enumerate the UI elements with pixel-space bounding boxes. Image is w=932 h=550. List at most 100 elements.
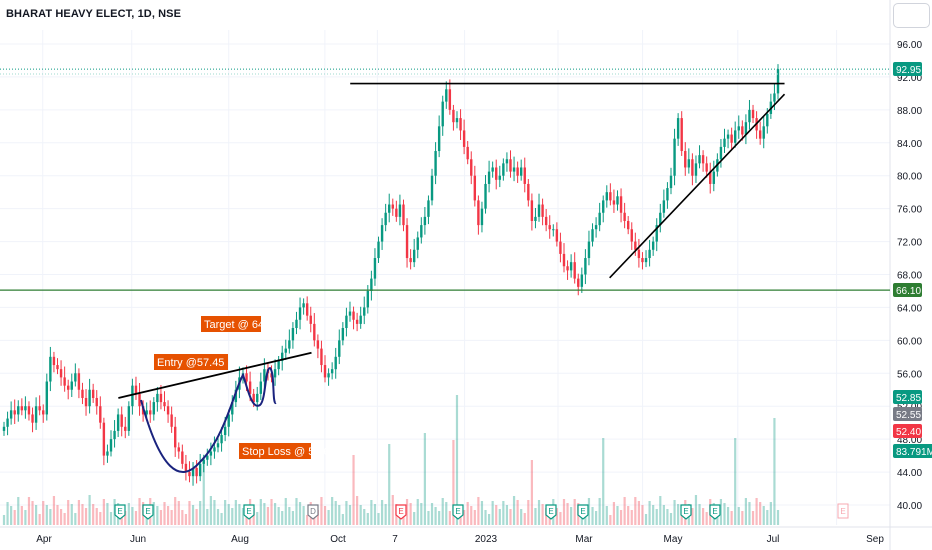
volume-bar xyxy=(138,498,141,525)
candle-body xyxy=(445,89,448,102)
event-marker-shape xyxy=(114,504,126,520)
candle-body xyxy=(9,410,13,419)
event-marker-label: D xyxy=(310,507,316,516)
volume-bar xyxy=(726,507,730,525)
event-marker-label: E xyxy=(246,507,251,516)
volume-bar xyxy=(152,502,155,525)
price-tag-box xyxy=(893,390,922,404)
candle-body xyxy=(409,258,412,263)
candle-body xyxy=(687,159,691,168)
volume-bar xyxy=(356,496,359,525)
volume-bar xyxy=(505,505,509,525)
candle-body xyxy=(113,430,116,440)
volume-bar xyxy=(177,501,180,525)
candle-body xyxy=(74,373,77,382)
volume-bar xyxy=(224,500,227,525)
volume-bar xyxy=(338,505,341,525)
volume-bar xyxy=(273,503,277,525)
event-marker-label: E xyxy=(712,507,717,516)
volume-bar xyxy=(751,511,755,525)
candle-body xyxy=(106,451,109,456)
event-marker-shape xyxy=(307,504,319,520)
event-marker-label: E xyxy=(683,507,688,516)
volume-bar xyxy=(480,501,484,525)
event-marker: E xyxy=(114,504,126,520)
candle-body xyxy=(131,385,134,407)
candle-body xyxy=(273,369,277,378)
candle-body xyxy=(712,171,715,184)
future-event-marker: E xyxy=(837,503,849,519)
candle-body xyxy=(17,406,20,415)
volume-bar xyxy=(213,500,216,525)
event-marker-shape xyxy=(709,504,721,520)
volume-bar xyxy=(74,513,77,525)
x-tick-label: Oct xyxy=(330,534,346,545)
candle-body xyxy=(448,89,452,110)
candle-body xyxy=(776,69,780,94)
volume-bar xyxy=(655,509,658,525)
candle-body xyxy=(566,266,569,271)
candle-body xyxy=(470,159,473,176)
candle-body xyxy=(345,315,348,329)
volume-bar xyxy=(409,503,412,525)
x-axis-ticks: Apr Jun Aug Oct 7 2023 Mar May Jul Sep xyxy=(36,534,884,545)
volume-bar xyxy=(163,502,166,525)
volume-bar xyxy=(70,504,73,525)
candle-body xyxy=(359,315,362,324)
volume-bar xyxy=(266,507,270,525)
candle-body xyxy=(116,414,120,431)
price-tag: 92.95 xyxy=(893,62,922,76)
chart-settings-button[interactable] xyxy=(893,3,930,28)
price-tag: 52.40 xyxy=(893,424,922,438)
candle-body xyxy=(166,406,170,415)
candle-body xyxy=(626,220,630,230)
event-marker: D xyxy=(307,504,319,520)
price-tag: 66.10 xyxy=(893,283,922,297)
y-tick-label: 76.00 xyxy=(897,205,922,216)
candle-body xyxy=(455,118,459,123)
cup-rim-line xyxy=(118,351,312,399)
candle-body xyxy=(27,406,31,415)
volume-bar xyxy=(452,440,455,525)
candle-body xyxy=(577,278,580,287)
volume-bar xyxy=(562,499,566,525)
volume-bar xyxy=(2,515,6,525)
candle-body xyxy=(587,241,591,259)
candle-body xyxy=(705,163,708,172)
volume-bar xyxy=(627,506,630,525)
volume-bar xyxy=(277,507,280,525)
candle-body xyxy=(680,118,683,152)
x-tick-label: Apr xyxy=(36,534,52,545)
candle-body xyxy=(594,225,598,230)
event-marker: E xyxy=(452,504,464,520)
candle-body xyxy=(773,93,776,102)
candle-body xyxy=(655,225,658,242)
candle-body xyxy=(352,311,355,320)
volume-bar xyxy=(405,499,409,525)
volume-bar xyxy=(598,498,601,525)
volume-bar xyxy=(352,455,355,525)
candle-body xyxy=(102,422,106,456)
volume-bar xyxy=(673,500,676,525)
event-marker-label: E xyxy=(117,507,122,516)
x-tick-label: Aug xyxy=(231,534,249,545)
volume-bar xyxy=(776,510,780,525)
volume-bar xyxy=(502,501,505,525)
candle-body xyxy=(377,241,380,259)
volume-bar xyxy=(124,511,127,525)
candle-body xyxy=(363,307,366,316)
event-marker-shape xyxy=(142,504,154,520)
candle-body xyxy=(170,414,173,427)
candle-body xyxy=(434,151,437,176)
price-tag-label: 52.55 xyxy=(896,410,921,421)
candle-body xyxy=(684,151,687,168)
candle-body xyxy=(213,447,216,452)
volume-bar xyxy=(748,502,751,525)
volume-bar xyxy=(195,509,198,525)
volume-bar xyxy=(448,511,451,525)
volume-bar xyxy=(302,506,305,525)
event-marker-shape xyxy=(452,504,464,520)
candle-body xyxy=(295,319,298,329)
candle-body xyxy=(530,200,534,221)
candle-body xyxy=(616,196,619,205)
